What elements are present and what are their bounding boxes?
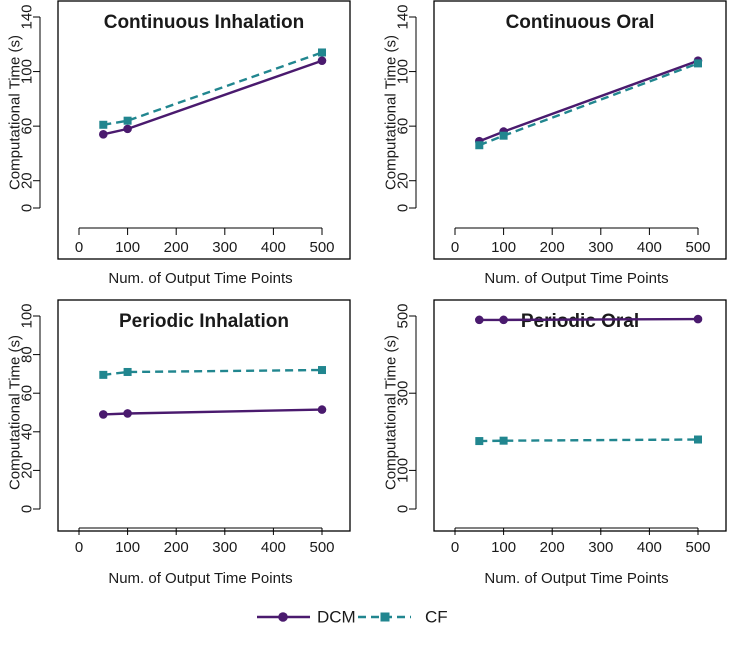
series-line-cf [103, 368, 323, 377]
x-tick-label: 200 [540, 239, 565, 256]
y-tick-label: 300 [395, 381, 412, 406]
panel-title: Continuous Oral [506, 12, 655, 33]
series-line-dcm [478, 59, 699, 143]
data-point-dcm [693, 314, 703, 324]
y-tick-label: 0 [395, 204, 412, 212]
legend: DCM CF [257, 608, 448, 627]
x-tick-label: 300 [588, 239, 613, 256]
data-point-cf [694, 59, 702, 68]
data-point-cf [123, 367, 132, 376]
series-line-cf [478, 62, 699, 147]
data-point-cf [99, 370, 108, 379]
series-line-cf [103, 51, 323, 126]
x-tick-label: 100 [491, 239, 516, 256]
x-tick-label: 100 [115, 239, 140, 256]
x-axis-title: Num. of Output Time Points [484, 270, 668, 287]
y-axis-title: Computational Time (s) [7, 35, 24, 190]
x-tick-label: 0 [75, 539, 83, 556]
data-point-cf [475, 141, 484, 150]
x-tick-label: 300 [588, 539, 613, 556]
plot-frame [433, 299, 727, 532]
x-tick-label: 500 [309, 539, 334, 556]
x-tick-label: 100 [115, 539, 140, 556]
series-line-cf [479, 438, 699, 443]
series-line-dcm [103, 408, 323, 416]
data-point-dcm [123, 124, 132, 134]
y-tick-label: 140 [19, 4, 36, 29]
plot-frame [433, 0, 727, 260]
x-tick-label: 200 [164, 539, 189, 556]
legend-label-cf: CF [425, 608, 448, 627]
panel-title: Continuous Inhalation [104, 12, 305, 33]
x-tick-label: 500 [309, 239, 334, 256]
x-tick-label: 500 [685, 539, 710, 556]
data-point-dcm [317, 56, 327, 65]
x-axis-title: Num. of Output Time Points [108, 570, 292, 587]
x-tick-label: 300 [212, 539, 237, 556]
legend-marker-dcm [278, 612, 288, 622]
data-point-cf [318, 48, 326, 57]
x-tick-label: 100 [491, 539, 516, 556]
x-axis-title: Num. of Output Time Points [108, 270, 292, 287]
data-point-dcm [99, 410, 108, 419]
y-tick-label: 60 [19, 118, 36, 135]
x-tick-label: 300 [212, 239, 237, 256]
y-axis-title: Computational Time (s) [7, 335, 24, 490]
x-tick-label: 500 [685, 239, 710, 256]
x-axis-title: Num. of Output Time Points [484, 570, 668, 587]
panel-periodic-oral: Periodic Oral 0 100 200 300 400 500 Num. of Out… [383, 299, 727, 587]
data-point-dcm [99, 130, 108, 139]
legend-marker-cf [380, 612, 390, 622]
y-tick-label: 80 [19, 346, 36, 363]
y-axis-title: Computational Time (s) [383, 335, 400, 490]
x-tick-label: 200 [164, 239, 189, 256]
y-tick-label: 0 [19, 204, 36, 212]
series-line-dcm [479, 317, 699, 322]
data-point-cf [475, 437, 484, 446]
y-tick-label: 20 [395, 172, 412, 189]
y-tick-label: 100 [19, 59, 36, 84]
y-tick-label: 20 [19, 172, 36, 189]
x-tick-label: 400 [261, 239, 286, 256]
y-tick-label: 100 [19, 303, 36, 328]
data-point-cf [694, 435, 702, 444]
x-tick-label: 400 [637, 239, 662, 256]
y-tick-label: 100 [395, 458, 412, 483]
data-point-cf [99, 120, 108, 129]
y-tick-label: 60 [395, 118, 412, 135]
data-point-cf [123, 116, 132, 125]
x-tick-label: 400 [261, 539, 286, 556]
data-point-dcm [123, 409, 132, 418]
y-tick-label: 0 [19, 505, 36, 513]
data-point-cf [318, 366, 326, 375]
x-tick-label: 0 [451, 539, 459, 556]
x-tick-label: 400 [637, 539, 662, 556]
x-tick-label: 0 [451, 239, 459, 256]
y-tick-label: 100 [395, 59, 412, 84]
legend-label-dcm: DCM [317, 608, 356, 627]
plot-frame [57, 299, 351, 532]
data-point-cf [499, 436, 508, 445]
panel-title: Periodic Inhalation [119, 311, 289, 332]
y-tick-label: 60 [19, 385, 36, 402]
series-line-dcm [103, 59, 323, 136]
plot-frame [57, 0, 351, 260]
x-tick-label: 200 [540, 539, 565, 556]
data-point-dcm [499, 315, 508, 325]
y-axis-title: Computational Time (s) [383, 35, 400, 190]
x-tick-label: 0 [75, 239, 83, 256]
y-tick-label: 20 [19, 462, 36, 479]
panel-title: Periodic Oral [521, 311, 639, 332]
y-tick-label: 40 [19, 423, 36, 440]
data-point-dcm [317, 405, 327, 414]
y-tick-label: 500 [395, 303, 412, 328]
data-point-dcm [475, 315, 484, 325]
y-tick-label: 140 [395, 4, 412, 29]
y-tick-label: 0 [395, 505, 412, 513]
data-point-cf [499, 131, 508, 140]
